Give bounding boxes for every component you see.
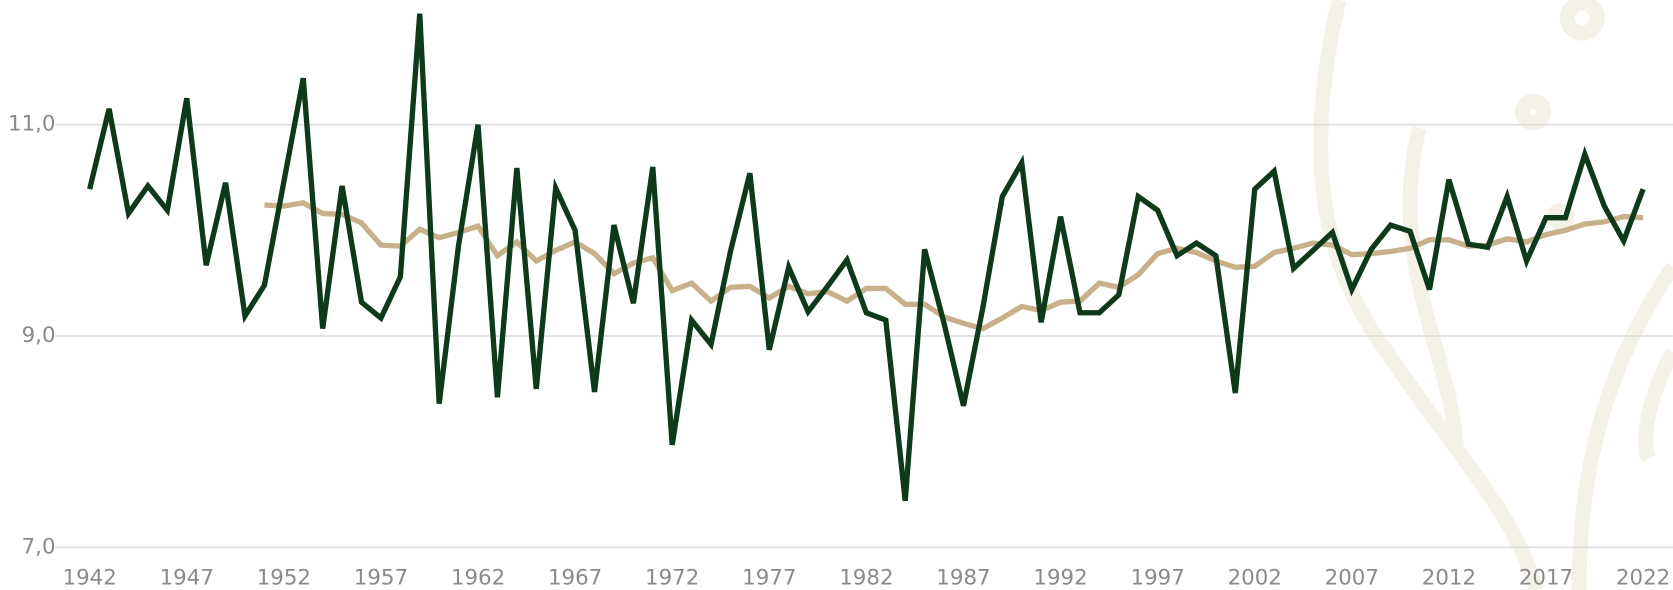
x-tick-label: 1982 <box>839 565 893 590</box>
x-tick-label: 1962 <box>451 565 505 590</box>
y-tick-label: 7,0 <box>22 534 56 559</box>
y-tick-label: 9,0 <box>22 323 56 348</box>
x-tick-label: 1997 <box>1130 565 1184 590</box>
chart: 7,0 9,0 11,0 1942 1947 1952 1957 1962 1967 1972 19… <box>0 0 1673 590</box>
x-tick-label: 1942 <box>63 565 117 590</box>
x-tick-label: 1977 <box>742 565 796 590</box>
x-tick-label: 1952 <box>257 565 311 590</box>
background-decoration <box>1321 0 1673 590</box>
x-tick-label: 2022 <box>1616 565 1670 590</box>
x-tick-label: 1967 <box>548 565 602 590</box>
x-tick-label: 1947 <box>160 565 214 590</box>
x-tick-label: 2007 <box>1325 565 1379 590</box>
x-tick-label: 2012 <box>1422 565 1476 590</box>
y-tick-label: 11,0 <box>8 112 56 137</box>
x-tick-label: 1957 <box>354 565 408 590</box>
x-tick-label: 2002 <box>1228 565 1282 590</box>
x-tick-label: 1992 <box>1033 565 1087 590</box>
x-tick-label: 1972 <box>645 565 699 590</box>
x-tick-label: 2017 <box>1519 565 1573 590</box>
x-tick-label: 1987 <box>936 565 990 590</box>
